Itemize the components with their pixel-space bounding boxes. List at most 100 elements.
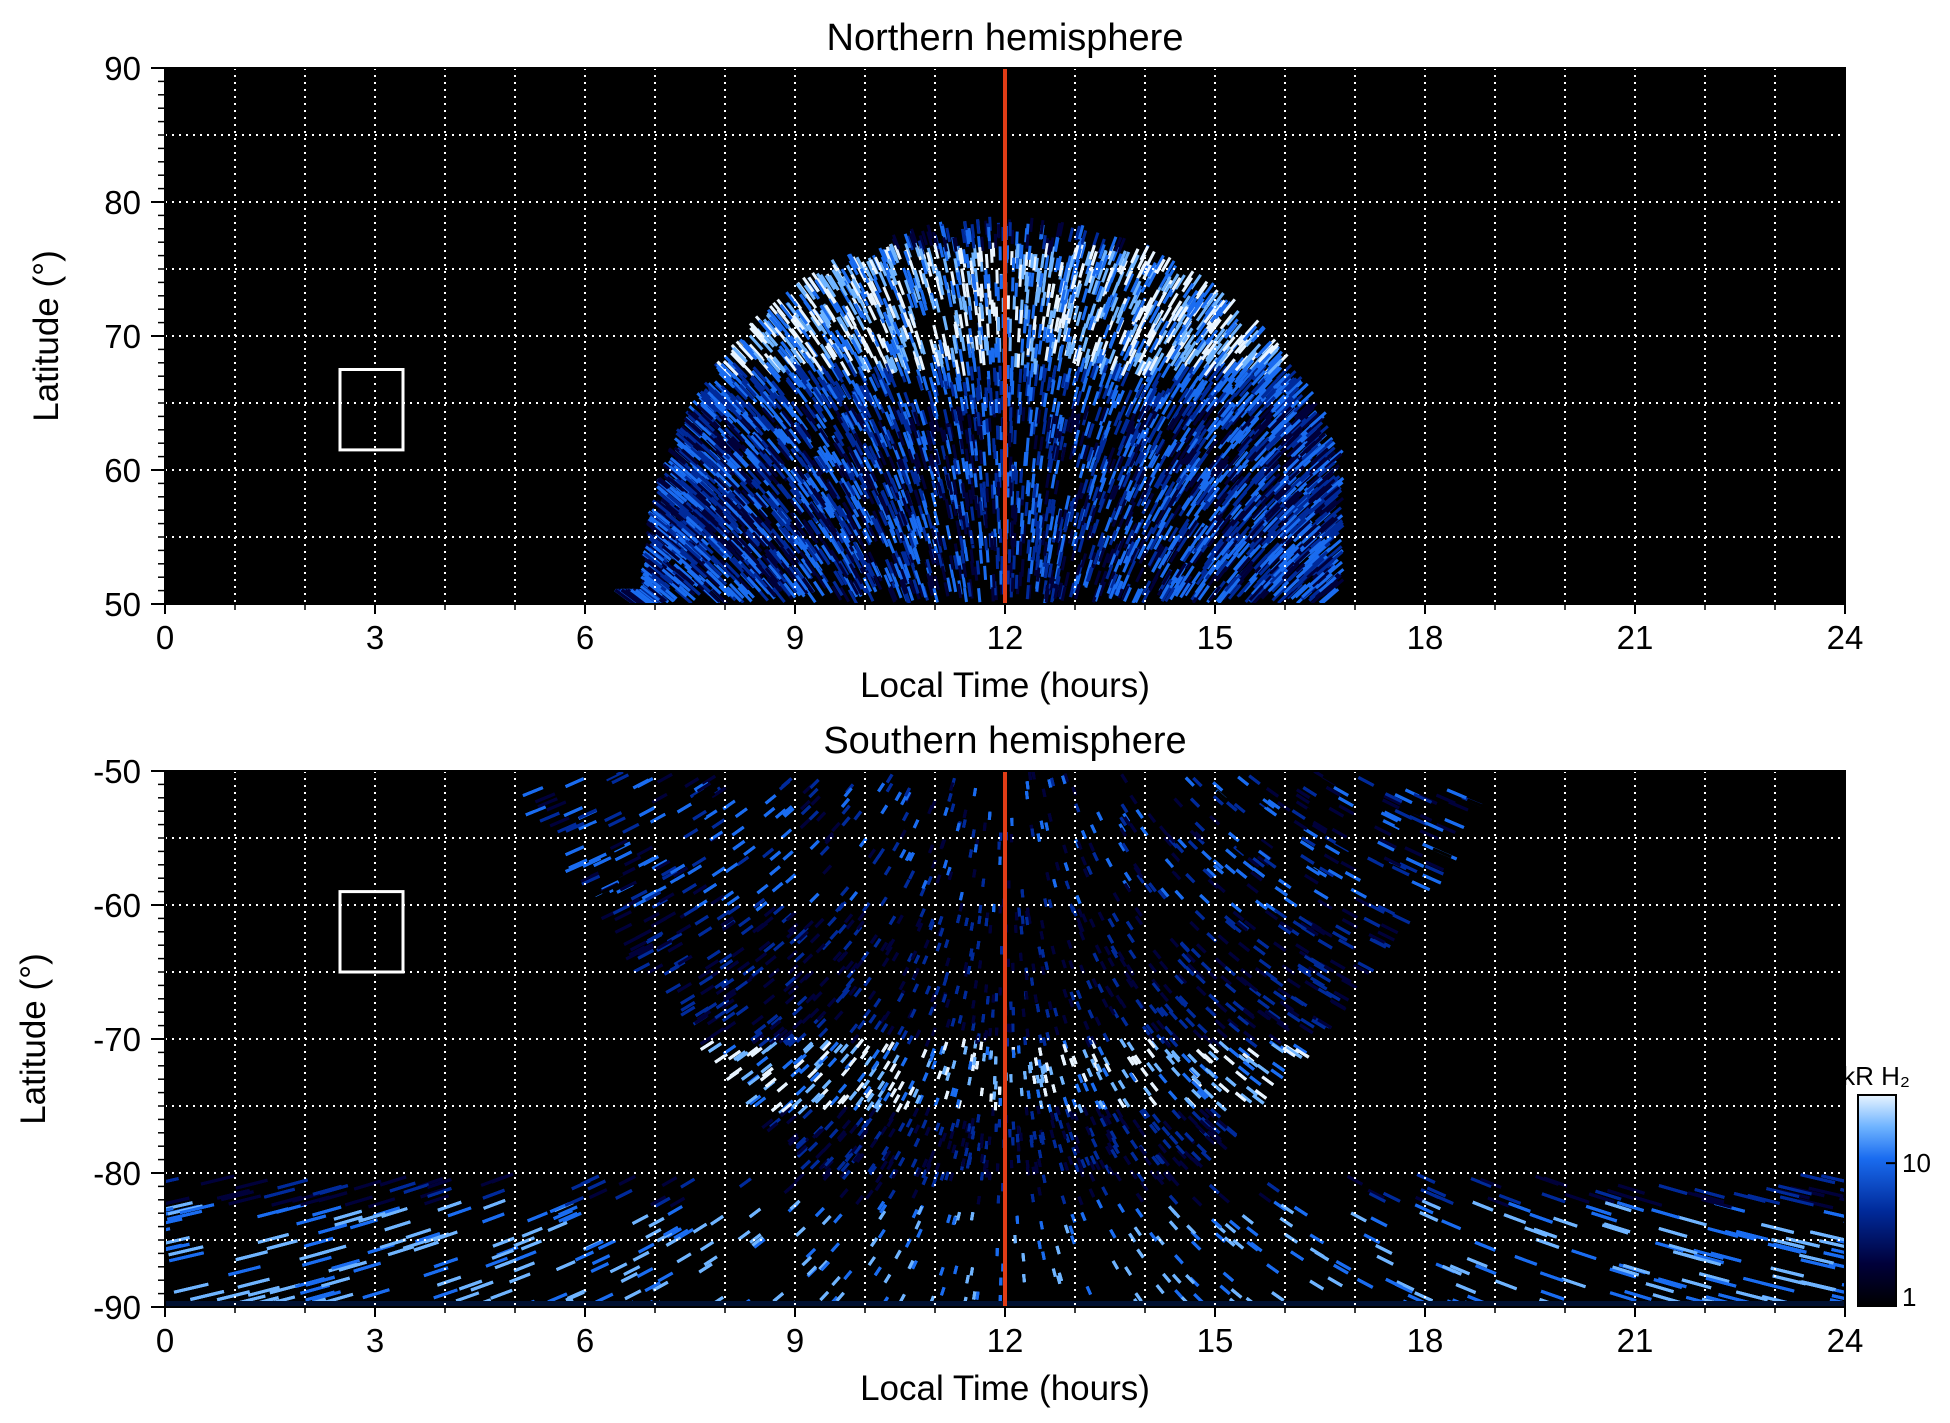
emission-stroke	[1025, 289, 1030, 304]
emission-stroke	[1056, 328, 1063, 343]
emission-stroke	[1024, 251, 1029, 267]
emission-stroke	[1161, 569, 1173, 586]
emission-stroke	[851, 278, 862, 294]
emission-stroke	[750, 346, 765, 363]
emission-stroke	[933, 244, 940, 260]
emission-stroke	[1200, 537, 1214, 553]
emission-stroke	[1095, 425, 1104, 441]
emission-stroke	[856, 507, 867, 523]
emission-stroke	[1251, 365, 1267, 382]
emission-stroke	[983, 565, 988, 580]
emission-stroke	[969, 455, 975, 470]
emission-stroke	[662, 538, 681, 555]
emission-stroke	[1015, 540, 1020, 555]
emission-stroke	[1141, 588, 1152, 604]
emission-stroke	[656, 490, 676, 507]
emission-stroke	[1177, 526, 1189, 543]
emission-stroke	[1122, 336, 1132, 352]
emission-stroke	[903, 233, 912, 249]
emission-stroke	[855, 551, 866, 568]
emission-stroke	[899, 327, 908, 343]
emission-stroke	[1109, 236, 1118, 252]
emission-stroke	[882, 482, 892, 498]
emission-stroke	[907, 448, 915, 464]
emission-stroke	[1027, 546, 1032, 562]
emission-stroke	[802, 276, 815, 293]
emission-stroke	[1220, 537, 1235, 553]
emission-stroke	[1122, 441, 1132, 458]
emission-stroke	[955, 283, 961, 299]
emission-stroke	[1149, 360, 1160, 376]
emission-stroke	[839, 586, 851, 603]
emission-stroke	[1091, 587, 1100, 603]
emission-stroke	[742, 344, 758, 361]
emission-stroke	[1291, 471, 1308, 489]
emission-stroke	[991, 348, 995, 363]
emission-stroke	[778, 525, 792, 542]
emission-stroke	[1131, 588, 1141, 604]
emission-stroke	[901, 469, 910, 485]
emission-stroke	[812, 580, 825, 597]
emission-stroke	[1020, 559, 1025, 574]
emission-stroke	[1260, 489, 1277, 506]
emission-stroke	[945, 227, 952, 243]
emission-stroke	[933, 510, 940, 526]
emission-stroke	[1166, 321, 1178, 337]
emission-stroke	[1129, 539, 1139, 556]
emission-stroke	[1123, 504, 1133, 520]
emission-stroke	[969, 549, 975, 564]
emission-stroke	[779, 303, 793, 320]
emission-stroke	[1289, 518, 1307, 535]
emission-stroke	[1315, 582, 1334, 599]
emission-stroke	[1123, 586, 1132, 603]
emission-stroke	[989, 575, 994, 590]
emission-stroke	[1030, 272, 1035, 287]
emission-stroke	[1168, 482, 1180, 499]
emission-stroke	[903, 469, 912, 485]
emission-stroke	[697, 415, 715, 432]
emission-stroke	[1161, 496, 1173, 512]
emission-stroke	[820, 491, 832, 507]
emission-stroke	[1080, 230, 1088, 245]
emission-stroke	[804, 293, 818, 309]
emission-stroke	[834, 380, 846, 397]
emission-stroke	[955, 406, 962, 421]
emission-stroke	[885, 340, 894, 356]
emission-stroke	[896, 280, 905, 296]
emission-stroke	[1073, 429, 1081, 445]
emission-stroke	[918, 488, 926, 504]
emission-stroke	[748, 334, 764, 351]
emission-stroke	[1142, 303, 1153, 320]
emission-stroke	[947, 504, 954, 520]
emission-stroke	[912, 350, 920, 366]
emission-stroke	[824, 483, 837, 500]
emission-stroke	[672, 525, 691, 542]
emission-stroke	[982, 481, 987, 496]
emission-stroke	[704, 578, 722, 595]
emission-stroke	[718, 581, 735, 598]
emission-stroke	[1183, 383, 1196, 399]
emission-stroke	[759, 391, 774, 408]
emission-stroke	[803, 284, 816, 301]
emission-stroke	[674, 532, 693, 550]
emission-stroke	[1253, 445, 1269, 462]
emission-stroke	[668, 486, 688, 503]
emission-stroke	[1139, 245, 1150, 261]
emission-stroke	[1073, 423, 1081, 438]
emission-stroke	[1143, 387, 1154, 404]
emission-stroke	[775, 313, 789, 329]
emission-stroke	[729, 547, 745, 564]
emission-stroke	[864, 469, 874, 485]
emission-stroke	[1056, 414, 1063, 430]
emission-stroke	[1169, 441, 1181, 458]
emission-stroke	[816, 376, 829, 392]
emission-stroke	[1179, 582, 1191, 599]
emission-stroke	[766, 556, 781, 573]
emission-stroke	[1027, 584, 1032, 599]
emission-stroke	[1236, 581, 1251, 598]
emission-stroke	[1164, 347, 1176, 364]
emission-stroke	[793, 579, 807, 595]
emission-stroke	[1051, 365, 1058, 380]
emission-stroke	[1260, 382, 1277, 399]
emission-stroke	[1086, 525, 1094, 541]
